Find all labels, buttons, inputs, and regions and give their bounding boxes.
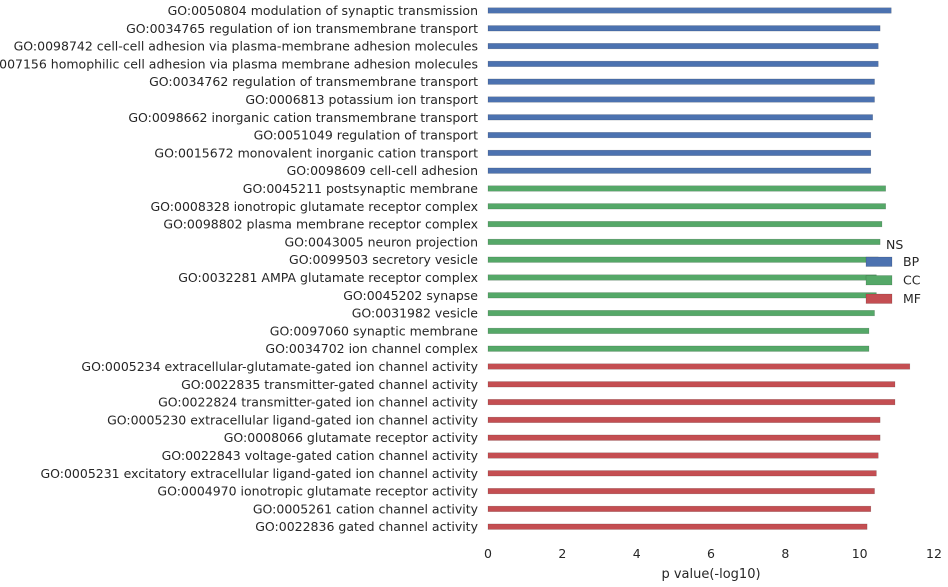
- category-label: GO:0006813 potassium ion transport: [245, 92, 478, 107]
- category-label: GO:0051049 regulation of transport: [254, 128, 479, 143]
- bar-cc: [487, 292, 877, 299]
- category-labels-group: GO:0050804 modulation of synaptic transm…: [0, 3, 479, 534]
- category-label: GO:0098802 plasma membrane receptor comp…: [163, 217, 478, 232]
- bar-mf: [487, 363, 911, 370]
- legend-label-cc: CC: [903, 273, 921, 288]
- bar-bp: [487, 60, 879, 67]
- category-label: GO:0022836 gated channel activity: [255, 519, 478, 534]
- category-label: GO:0005230 extracellular ligand-gated io…: [107, 412, 479, 427]
- category-label: GO:0043005 neuron projection: [284, 234, 478, 249]
- bar-mf: [487, 434, 881, 441]
- x-tick-label: 0: [484, 546, 492, 561]
- bars-group: [487, 7, 911, 530]
- bar-bp: [487, 114, 873, 121]
- category-label: GO:0045211 postsynaptic membrane: [243, 181, 479, 196]
- bar-cc: [487, 221, 883, 228]
- bar-cc: [487, 310, 875, 317]
- category-label: GO:0050804 modulation of synaptic transm…: [168, 3, 478, 18]
- bar-bp: [487, 167, 872, 174]
- bar-mf: [487, 416, 881, 423]
- bar-mf: [487, 470, 877, 477]
- x-axis-title: p value(-log10): [661, 567, 760, 582]
- category-label: GO:0034765 regulation of ion transmembra…: [126, 21, 478, 36]
- category-label: GO:0034702 ion channel complex: [265, 341, 478, 356]
- category-label: GO:0032281 AMPA glutamate receptor compl…: [178, 270, 478, 285]
- bar-cc: [487, 203, 886, 210]
- bar-bp: [487, 149, 872, 156]
- category-label: GO:0005261 cation channel activity: [253, 501, 479, 516]
- bar-cc: [487, 327, 870, 334]
- bar-mf: [487, 488, 875, 495]
- category-label: GO:0098742 cell-cell adhesion via plasma…: [14, 39, 478, 54]
- bar-bp: [487, 25, 881, 32]
- legend: NS BP CC MF: [865, 237, 921, 306]
- x-tick-label: 12: [926, 546, 942, 561]
- category-label: GO:0099503 secretory vesicle: [289, 252, 478, 267]
- legend-title: NS: [886, 237, 903, 252]
- bar-mf: [487, 381, 896, 388]
- bar-cc: [487, 345, 870, 352]
- legend-swatch-cc: [865, 275, 893, 286]
- x-tick-label: 4: [633, 546, 641, 561]
- bar-bp: [487, 43, 879, 50]
- x-tick-label: 10: [852, 546, 868, 561]
- legend-label-bp: BP: [903, 254, 920, 269]
- bar-bp: [487, 7, 892, 14]
- category-label: GO:0008328 ionotropic glutamate receptor…: [151, 199, 479, 214]
- x-tick-label: 2: [558, 546, 566, 561]
- category-label: GO:0045202 synapse: [343, 288, 478, 303]
- category-label: GO:0007156 homophilic cell adhesion via …: [0, 56, 478, 71]
- category-label: GO:0098609 cell-cell adhesion: [287, 163, 478, 178]
- bar-mf: [487, 523, 868, 530]
- x-tick-label: 6: [707, 546, 715, 561]
- category-label: GO:0034762 regulation of transmembrane t…: [149, 74, 478, 89]
- bar-mf: [487, 399, 896, 406]
- category-label: GO:0097060 synaptic membrane: [270, 323, 479, 338]
- category-label: GO:0022843 voltage-gated cation channel …: [162, 448, 479, 463]
- legend-swatch-mf: [865, 293, 893, 304]
- category-label: GO:0022824 transmitter-gated ion channel…: [158, 395, 479, 410]
- category-label: GO:0008066 glutamate receptor activity: [224, 430, 479, 445]
- category-label: GO:0005231 excitatory extracellular liga…: [40, 466, 478, 481]
- bar-bp: [487, 132, 872, 139]
- bar-cc: [487, 274, 877, 281]
- category-label: GO:0005234 extracellular-glutamate-gated…: [81, 359, 478, 374]
- bar-cc: [487, 185, 886, 192]
- x-tick-label: 8: [781, 546, 789, 561]
- category-label: GO:0098662 inorganic cation transmembran…: [128, 110, 478, 125]
- bar-mf: [487, 452, 879, 459]
- legend-label-mf: MF: [903, 291, 921, 306]
- category-label: GO:0031982 vesicle: [352, 306, 479, 321]
- bar-bp: [487, 96, 875, 103]
- category-label: GO:0015672 monovalent inorganic cation t…: [154, 145, 478, 160]
- bar-mf: [487, 505, 872, 512]
- bar-bp: [487, 78, 875, 85]
- bar-cc: [487, 238, 881, 245]
- legend-swatch-bp: [865, 256, 893, 267]
- category-label: GO:0022835 transmitter-gated channel act…: [181, 377, 478, 392]
- bar-cc: [487, 256, 879, 263]
- x-axis-ticks-group: 0 2 4 6 8 10 12: [484, 546, 942, 561]
- category-label: GO:0004970 ionotropic glutamate receptor…: [157, 484, 478, 499]
